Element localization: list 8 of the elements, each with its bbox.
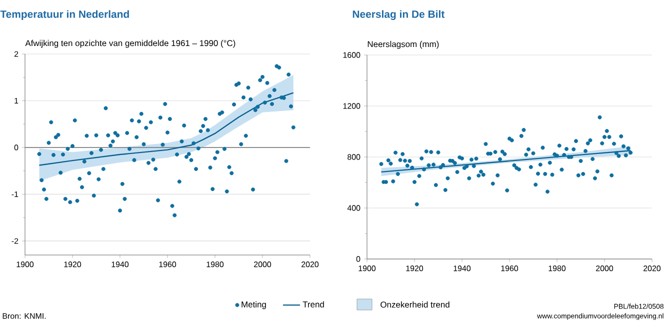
y-axis-title: Afwijking ten opzichte van gemiddelde 1961 – 1990 (°C) bbox=[25, 40, 236, 48]
chart-title: Temperatuur in Nederland bbox=[0, 10, 129, 20]
legend-label: Trend bbox=[302, 301, 324, 308]
text: Onzekerheid trend bbox=[380, 301, 450, 308]
chart-title: Neerslag in De Bilt bbox=[352, 10, 444, 20]
legend-label: Meting bbox=[242, 301, 266, 310]
y-axis-title: Neerslagsom (mm) bbox=[368, 40, 439, 49]
line-series bbox=[38, 92, 294, 166]
